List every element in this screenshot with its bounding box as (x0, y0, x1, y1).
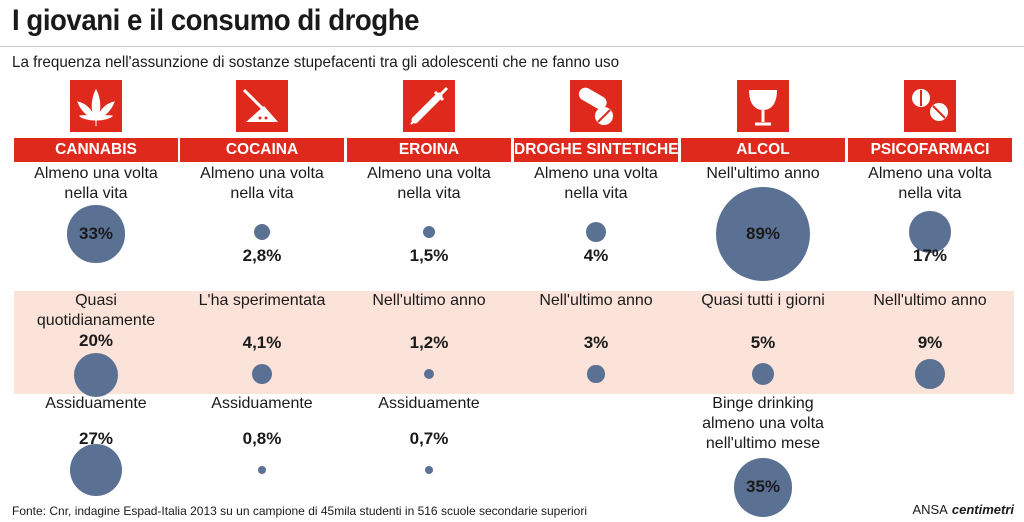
tablets-icon-glyph (912, 89, 948, 121)
data-value-label: 0,7% (409, 429, 449, 448)
category-header: DROGHE SINTETICHE (514, 138, 678, 162)
data-value-label: 1,2% (409, 333, 449, 352)
category-header: EROINA (347, 138, 511, 162)
data-value-label: 3% (583, 333, 609, 352)
data-bubble (751, 362, 775, 386)
syringe-icon (403, 80, 455, 132)
category-header: PSICOFARMACI (848, 138, 1012, 162)
wine-glass-icon-glyph (749, 90, 777, 126)
title-rule (0, 46, 1024, 47)
data-value-label: 20% (78, 331, 114, 350)
data-bubble (586, 222, 606, 242)
brand-ansa: ANSA (912, 502, 948, 517)
data-bubble (909, 211, 951, 253)
data-bubble (733, 458, 793, 517)
row-label: Almeno una volta nella vita (534, 165, 658, 202)
data-bubble (253, 223, 271, 241)
data-value-label: 5% (750, 333, 776, 352)
data-value-label: 89% (745, 224, 781, 243)
data-bubble (423, 368, 435, 380)
row-label: Nell'ultimo anno (372, 292, 486, 309)
wine-glass-icon (737, 80, 789, 132)
row-label: Nell'ultimo anno (873, 292, 987, 309)
category-header: ALCOL (681, 138, 845, 162)
page-subtitle: La frequenza nell'assunzione di sostanze… (12, 54, 620, 71)
row-label: Assiduamente (45, 395, 147, 412)
row-label: Almeno una volta nella vita (34, 165, 158, 202)
data-bubble (257, 465, 267, 475)
syringe-icon-glyph (410, 86, 449, 125)
data-value-label: 33% (78, 224, 114, 243)
data-value-label: 27% (78, 429, 114, 448)
data-value-label: 35% (745, 477, 781, 497)
data-bubble (73, 352, 119, 398)
brand-centimetri: centimetri (951, 502, 1014, 517)
data-value-label: 4% (583, 246, 609, 265)
source-note: Fonte: Cnr, indagine Espad-Italia 2013 s… (12, 504, 588, 518)
row-label: L'ha sperimentata (198, 292, 326, 309)
row-label: Nell'ultimo anno (539, 292, 653, 309)
cannabis-leaf-icon (70, 80, 122, 132)
cannabis-leaf-icon-glyph (77, 88, 115, 126)
row-label: Almeno una volta nella vita (200, 165, 324, 202)
data-value-label: 17% (912, 246, 948, 265)
data-value-label: 9% (917, 333, 943, 352)
row-label: Nell'ultimo anno (706, 165, 820, 182)
row-label: Quasi tutti i giorni (701, 292, 825, 309)
pills-icon-glyph (578, 87, 613, 125)
data-value-label: 4,1% (242, 333, 282, 352)
pills-icon (570, 80, 622, 132)
powder-line-icon-glyph (242, 88, 278, 122)
category-header: CANNABIS (14, 138, 178, 162)
brand-logo: ANSA centimetri (912, 502, 1014, 517)
data-bubble (422, 225, 436, 239)
powder-line-icon (236, 80, 288, 132)
data-bubble (915, 359, 945, 389)
data-bubble (716, 187, 810, 281)
tablets-icon (904, 80, 956, 132)
data-bubble (70, 444, 122, 496)
row-label: Binge drinking almeno una volta nell'ultim… (702, 395, 824, 452)
row-label: Almeno una volta nella vita (367, 165, 491, 202)
row-label: Almeno una volta nella vita (868, 165, 992, 202)
page-title: I giovani e il consumo di droghe (12, 4, 419, 37)
data-value-label: 2,8% (242, 246, 282, 265)
category-header: COCAINA (180, 138, 344, 162)
data-bubble (67, 205, 125, 263)
data-bubble (424, 465, 434, 475)
row-label: Assiduamente (211, 395, 313, 412)
middle-row-band (14, 291, 1014, 394)
data-value-label: 1,5% (409, 246, 449, 265)
data-bubble (251, 363, 273, 385)
row-label: Assiduamente (378, 395, 480, 412)
data-value-label: 0,8% (242, 429, 282, 448)
data-bubble (587, 365, 605, 383)
row-label: Quasi quotidianamente (36, 292, 156, 329)
